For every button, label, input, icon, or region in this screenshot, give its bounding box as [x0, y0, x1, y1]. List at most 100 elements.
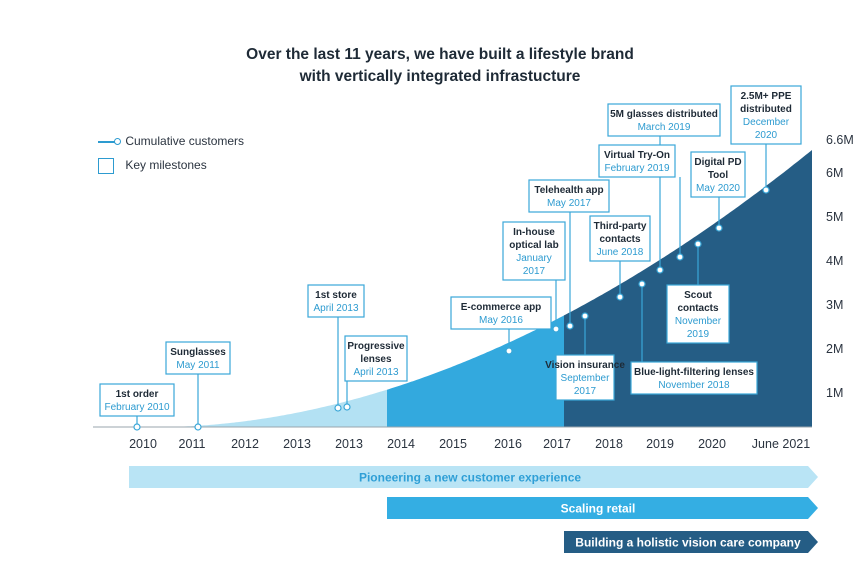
milestone-date: May 2017: [547, 198, 591, 209]
milestone-layer: 1st order February 2010 Sunglasses May 2011…: [99, 85, 802, 431]
milestone-box: [165, 341, 231, 375]
milestone: 1st store April 2013: [307, 284, 365, 412]
y-tick-label: 2M: [826, 342, 843, 356]
milestone-point: [616, 293, 624, 301]
milestone-box: [630, 361, 758, 395]
milestone-box: [598, 144, 676, 178]
milestone: Virtual Try-On February 2019: [598, 144, 684, 261]
title-line-2: with vertically integrated infrastucture: [299, 68, 581, 85]
milestone: 1st order February 2010: [99, 383, 175, 431]
milestone: Digital PD Tool May 2020: [690, 151, 746, 232]
milestone-label: Vision insurance: [545, 360, 625, 371]
milestone: Third-party contacts June 2018: [589, 215, 651, 301]
milestone-label: distributed: [740, 104, 792, 115]
milestone-point: [343, 403, 351, 411]
milestone: 2.5M+ PPE distributed December 2020: [730, 85, 802, 194]
milestone-point: [694, 240, 702, 248]
milestone-date: January: [516, 253, 552, 264]
milestone-label: Virtual Try-On: [604, 150, 670, 161]
milestone-box: [344, 335, 408, 382]
milestone-label: 2.5M+ PPE: [741, 91, 792, 102]
milestone-date: 2017: [574, 386, 597, 397]
milestone-date: April 2013: [313, 303, 358, 314]
y-tick-label: 6M: [826, 166, 843, 180]
area-era-scaling: [387, 315, 564, 427]
axis-layer: 2010 2011 2012 2013 2013 2014 2015 2016 2017 2018…: [93, 133, 854, 451]
milestone-label: Digital PD: [694, 157, 741, 168]
milestone-label: lenses: [360, 354, 392, 365]
milestone-date: March 2019: [638, 122, 691, 133]
milestone-label: contacts: [677, 303, 719, 314]
milestone-date: 2020: [755, 130, 778, 141]
y-tick-label: 6.6M: [826, 133, 854, 147]
phase-label: Pioneering a new customer experience: [359, 471, 581, 485]
y-tick-label: 1M: [826, 386, 843, 400]
milestone-box: [555, 354, 615, 401]
milestone-box: [307, 284, 365, 318]
x-tick-label: 2020: [698, 437, 726, 451]
milestone-point: [505, 347, 513, 355]
milestone-date: May 2020: [696, 183, 740, 194]
milestone-point: [715, 224, 723, 232]
x-tick-label: June 2021: [752, 437, 810, 451]
x-tick-label: 2010: [129, 437, 157, 451]
legend-customers: Cumulative customers: [98, 134, 244, 148]
milestone-point: [334, 404, 342, 412]
milestone-label: E-commerce app: [461, 302, 542, 313]
milestone: Progressive lenses April 2013: [343, 335, 408, 411]
milestone-point: [656, 266, 664, 274]
x-tick-label: 2015: [439, 437, 467, 451]
milestone-box: [690, 151, 746, 198]
y-tick-label: 5M: [826, 210, 843, 224]
milestone: Scout contacts November 2019: [666, 240, 730, 344]
box-marker-icon: [98, 158, 114, 174]
milestone: E-commerce app May 2016: [450, 296, 552, 355]
y-tick-label: 4M: [826, 254, 843, 268]
milestone-date: June 2018: [597, 247, 644, 258]
area-era-pioneering: [160, 389, 387, 427]
milestone: Blue-light-filtering lenses November 2018: [630, 280, 758, 395]
x-tick-label: 2016: [494, 437, 522, 451]
milestone-box: [607, 103, 721, 137]
milestone-label: In-house: [513, 227, 555, 238]
phase-arrow: [129, 466, 818, 488]
y-tick-label: 3M: [826, 298, 843, 312]
milestone-date: November: [675, 316, 722, 327]
milestone-date: February 2010: [104, 402, 169, 413]
milestone-point: [581, 312, 589, 320]
milestone-point: [566, 322, 574, 330]
milestone-box: [666, 284, 730, 344]
milestone-date: February 2019: [604, 163, 669, 174]
milestone: In-house optical lab January 2017: [502, 221, 566, 333]
milestone-label: optical lab: [509, 240, 558, 251]
milestone-box: [99, 383, 175, 417]
milestone-label: Sunglasses: [170, 347, 226, 358]
milestone-label: Progressive: [347, 341, 405, 352]
line-marker-icon: [98, 137, 121, 145]
milestone-date: 2019: [687, 329, 710, 340]
x-tick-label: 2011: [179, 437, 206, 451]
milestone-label: Third-party: [594, 221, 647, 232]
milestone: Sunglasses May 2011: [165, 341, 231, 431]
phase-arrow: [387, 497, 818, 519]
milestone-date: November 2018: [658, 380, 730, 391]
milestone-point: [762, 186, 770, 194]
milestone: 5M glasses distributed March 2019: [607, 103, 721, 274]
milestone-date: September: [561, 373, 611, 384]
milestone-label: 1st order: [116, 389, 159, 400]
milestone-label: 1st store: [315, 290, 357, 301]
phase-label: Building a holistic vision care company: [575, 536, 801, 550]
x-tick-label: 2013: [283, 437, 311, 451]
milestone-label: contacts: [599, 234, 641, 245]
milestone-label: Telehealth app: [534, 185, 603, 196]
milestone-box: [450, 296, 552, 330]
milestone-date: April 2013: [353, 367, 398, 378]
chart-title: Over the last 11 years, we have built a …: [200, 44, 680, 88]
milestone-label: Tool: [708, 170, 729, 181]
milestone-point: [676, 253, 684, 261]
x-tick-label: 2012: [231, 437, 259, 451]
milestone-date: 2017: [523, 266, 546, 277]
milestone-label: 5M glasses distributed: [610, 109, 718, 120]
milestone-box: [502, 221, 566, 281]
